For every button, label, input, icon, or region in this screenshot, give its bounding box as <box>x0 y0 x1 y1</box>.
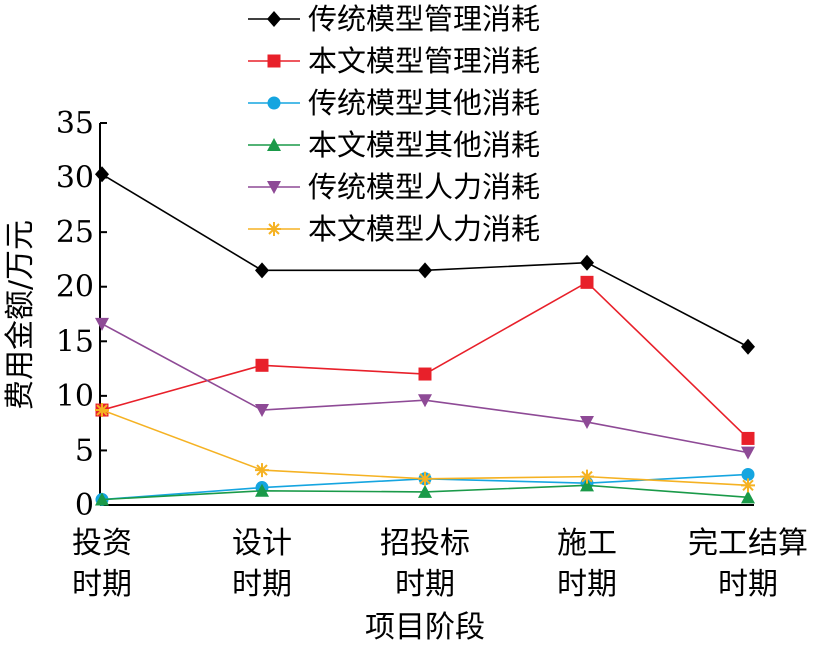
series-line <box>101 323 749 454</box>
data-point <box>580 469 594 484</box>
legend-label: 本文模型管理消耗 <box>308 44 540 78</box>
legend-label: 传统模型其他消耗 <box>308 86 540 120</box>
series-2 <box>95 275 755 445</box>
legend-marker <box>267 138 281 151</box>
series-line <box>101 281 749 439</box>
data-point <box>741 446 755 460</box>
data-point <box>418 262 432 279</box>
legend-label: 传统模型人力消耗 <box>308 170 540 204</box>
series-6 <box>95 403 755 493</box>
legend-label: 传统模型管理消耗 <box>308 2 540 36</box>
x-tick-label: 时期 <box>232 567 292 602</box>
series-5 <box>95 317 755 460</box>
legend-marker <box>267 96 281 110</box>
x-tick-label: 施工 <box>557 526 617 561</box>
data-point <box>418 394 432 408</box>
data-point <box>255 358 269 372</box>
data-point <box>418 367 432 381</box>
series-1 <box>95 166 755 355</box>
legend-label: 本文模型人力消耗 <box>308 212 540 246</box>
y-tick-label: 10 <box>56 379 94 414</box>
data-point <box>741 431 755 445</box>
x-tick-label: 招投标 <box>380 526 470 561</box>
data-point <box>255 404 269 418</box>
y-tick-label: 0 <box>75 488 94 523</box>
y-tick-label: 35 <box>56 106 94 141</box>
data-point <box>741 478 755 493</box>
series-4 <box>95 478 755 506</box>
y-tick-labels: 0 5 10 15 20 25 30 35 <box>56 106 94 523</box>
data-point <box>95 492 109 506</box>
x-axis-title: 项目阶段 <box>365 610 485 645</box>
data-point <box>95 403 109 418</box>
data-point <box>418 471 432 486</box>
data-point <box>741 490 755 504</box>
series-group <box>95 166 755 507</box>
legend-item: 传统模型管理消耗 <box>248 2 540 36</box>
x-tick-label: 完工结算 <box>688 526 808 561</box>
data-point <box>255 483 269 497</box>
data-point <box>95 166 109 183</box>
legend-marker <box>267 54 281 68</box>
data-point <box>580 275 594 289</box>
legend-item: 本文模型管理消耗 <box>248 44 540 78</box>
legend-item: 传统模型人力消耗 <box>248 170 540 204</box>
data-point <box>741 338 755 355</box>
x-tick-label: 时期 <box>718 567 778 602</box>
legend-marker <box>267 11 281 27</box>
x-tick-label: 时期 <box>72 567 132 602</box>
data-point <box>580 254 594 271</box>
y-axis-title: 费用金额/万元 <box>3 220 38 410</box>
legend-marker <box>267 181 281 194</box>
legend-item: 传统模型其他消耗 <box>248 86 540 120</box>
data-point <box>580 478 594 492</box>
y-tick-label: 30 <box>56 161 94 196</box>
y-tick-label: 20 <box>56 270 94 305</box>
data-point <box>418 484 432 498</box>
x-tick-label: 设计 <box>232 526 292 561</box>
data-point <box>580 416 594 430</box>
data-point <box>95 317 109 331</box>
y-tick-label: 25 <box>56 215 94 250</box>
data-point <box>255 463 269 478</box>
legend-item: 本文模型人力消耗 <box>248 212 540 246</box>
data-point <box>741 467 755 481</box>
legend: 传统模型管理消耗本文模型管理消耗传统模型其他消耗本文模型其他消耗传统模型人力消耗… <box>248 2 540 246</box>
axes <box>99 122 754 506</box>
y-tick-label: 5 <box>75 433 94 468</box>
x-tick-label: 时期 <box>557 567 617 602</box>
x-tick-label: 时期 <box>395 567 455 602</box>
y-tick-label: 15 <box>56 324 94 359</box>
x-tick-label: 投资 <box>72 526 132 561</box>
legend-item: 本文模型其他消耗 <box>248 128 540 162</box>
data-point <box>255 262 269 279</box>
legend-label: 本文模型其他消耗 <box>308 128 540 162</box>
legend-marker <box>267 222 281 236</box>
